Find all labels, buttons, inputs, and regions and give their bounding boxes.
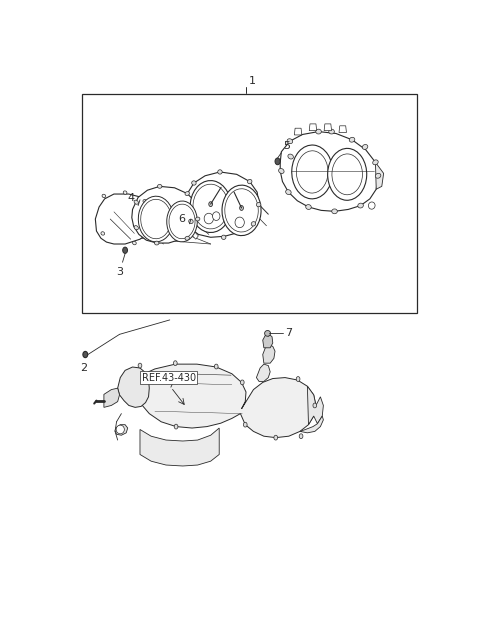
Ellipse shape <box>264 331 271 336</box>
Ellipse shape <box>132 241 136 245</box>
Polygon shape <box>309 124 317 130</box>
Ellipse shape <box>368 202 375 209</box>
Polygon shape <box>280 132 378 212</box>
Ellipse shape <box>218 170 222 174</box>
Ellipse shape <box>173 361 177 366</box>
Polygon shape <box>118 367 149 407</box>
Ellipse shape <box>190 180 231 233</box>
Ellipse shape <box>349 137 355 142</box>
Ellipse shape <box>296 377 300 381</box>
Text: 2: 2 <box>81 363 88 373</box>
Ellipse shape <box>256 202 261 207</box>
Ellipse shape <box>174 424 178 429</box>
Polygon shape <box>104 388 120 407</box>
Ellipse shape <box>235 217 244 228</box>
Polygon shape <box>132 187 198 243</box>
Ellipse shape <box>185 236 190 240</box>
Polygon shape <box>375 162 384 189</box>
Ellipse shape <box>167 201 197 242</box>
Ellipse shape <box>116 425 124 434</box>
Ellipse shape <box>297 151 328 193</box>
Ellipse shape <box>329 129 335 134</box>
Ellipse shape <box>240 205 243 210</box>
Ellipse shape <box>215 364 218 369</box>
Ellipse shape <box>123 247 128 253</box>
Polygon shape <box>307 386 324 425</box>
Ellipse shape <box>101 232 105 235</box>
Ellipse shape <box>299 434 303 439</box>
Polygon shape <box>191 231 198 239</box>
Ellipse shape <box>193 184 228 229</box>
Ellipse shape <box>204 213 214 224</box>
Polygon shape <box>300 416 324 433</box>
Ellipse shape <box>225 188 258 232</box>
Ellipse shape <box>288 154 293 159</box>
Polygon shape <box>185 172 259 237</box>
Ellipse shape <box>240 380 244 385</box>
Text: 4: 4 <box>127 193 134 203</box>
Ellipse shape <box>313 403 317 408</box>
Ellipse shape <box>248 179 252 183</box>
Polygon shape <box>129 364 316 437</box>
Ellipse shape <box>286 190 291 195</box>
Ellipse shape <box>362 145 368 149</box>
Text: 1: 1 <box>249 76 256 86</box>
Ellipse shape <box>332 209 337 214</box>
Ellipse shape <box>375 173 381 178</box>
Polygon shape <box>339 126 347 132</box>
Polygon shape <box>263 334 273 348</box>
Ellipse shape <box>328 149 367 200</box>
Polygon shape <box>263 345 275 363</box>
Ellipse shape <box>209 202 213 207</box>
Ellipse shape <box>138 196 174 242</box>
Ellipse shape <box>83 351 88 358</box>
Ellipse shape <box>372 160 378 165</box>
Text: 6: 6 <box>179 214 186 224</box>
Text: 5: 5 <box>283 141 290 151</box>
Bar <box>83 94 417 313</box>
Ellipse shape <box>123 191 127 194</box>
Ellipse shape <box>141 199 171 239</box>
Polygon shape <box>140 428 219 466</box>
Ellipse shape <box>185 192 190 195</box>
Polygon shape <box>96 194 155 244</box>
Ellipse shape <box>243 422 247 427</box>
Ellipse shape <box>287 139 293 144</box>
Ellipse shape <box>195 217 200 221</box>
Ellipse shape <box>292 145 333 199</box>
Ellipse shape <box>316 129 321 134</box>
Ellipse shape <box>275 158 280 165</box>
Ellipse shape <box>278 168 284 173</box>
Ellipse shape <box>306 205 312 210</box>
Ellipse shape <box>157 185 162 188</box>
Ellipse shape <box>332 154 362 195</box>
Text: 7: 7 <box>285 328 292 338</box>
Ellipse shape <box>222 185 261 236</box>
Ellipse shape <box>189 219 193 223</box>
Ellipse shape <box>102 194 106 198</box>
Text: 3: 3 <box>116 267 123 277</box>
Ellipse shape <box>221 235 226 240</box>
Ellipse shape <box>358 203 363 208</box>
Ellipse shape <box>134 200 138 204</box>
Ellipse shape <box>274 436 277 440</box>
Ellipse shape <box>251 222 256 226</box>
Ellipse shape <box>169 204 195 239</box>
Ellipse shape <box>155 241 159 245</box>
Polygon shape <box>324 124 332 130</box>
Ellipse shape <box>143 200 147 203</box>
Polygon shape <box>294 128 302 135</box>
Ellipse shape <box>192 181 196 185</box>
Polygon shape <box>256 364 270 381</box>
Polygon shape <box>115 425 128 436</box>
Ellipse shape <box>134 226 138 230</box>
Ellipse shape <box>138 363 142 368</box>
Ellipse shape <box>213 212 220 220</box>
Text: REF.43-430: REF.43-430 <box>142 373 196 383</box>
